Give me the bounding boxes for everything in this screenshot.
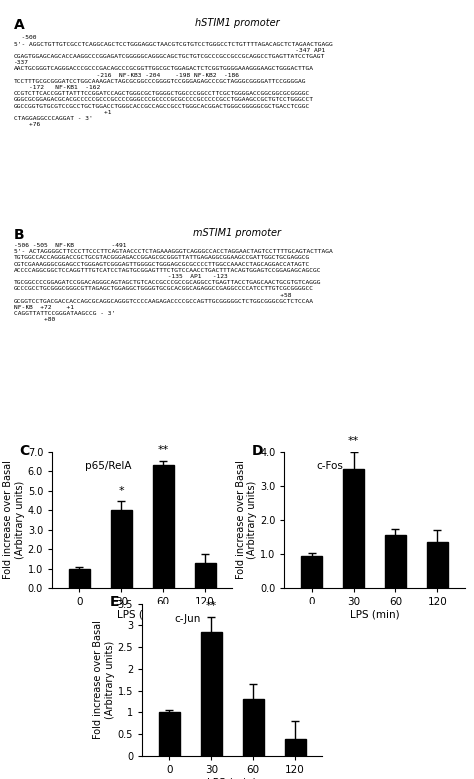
Bar <box>301 555 322 588</box>
Text: -500
5'- AGGCTGTTGTCGCCTCAGGCAGCTCCTGGGAGGCTAACGTCGTGTCCTGGGCCTCTGTTTTAGACAGCTCT: -500 5'- AGGCTGTTGTCGCCTCAGGCAGCTCCTGGGA… <box>14 36 333 127</box>
Bar <box>111 510 132 588</box>
Text: p65/RelA: p65/RelA <box>84 461 131 471</box>
Bar <box>194 562 216 588</box>
Y-axis label: Fold increase over Basal
(Arbitrary units): Fold increase over Basal (Arbitrary unit… <box>236 460 257 580</box>
Y-axis label: Fold increase over Basal
(Arbitrary units): Fold increase over Basal (Arbitrary unit… <box>93 620 115 739</box>
X-axis label: LPS (min): LPS (min) <box>350 610 399 620</box>
Text: B: B <box>14 228 25 242</box>
Bar <box>159 712 180 756</box>
X-axis label: LPS (min): LPS (min) <box>208 777 257 779</box>
Text: c-Jun: c-Jun <box>174 615 201 624</box>
Text: **: ** <box>348 436 359 446</box>
Bar <box>385 535 406 588</box>
Text: A: A <box>14 18 25 32</box>
Text: c-Fos: c-Fos <box>317 461 344 471</box>
Text: C: C <box>20 444 30 457</box>
Bar <box>343 469 364 588</box>
X-axis label: LPS (min): LPS (min) <box>118 610 167 620</box>
Text: -506 -505  NF-κB          -491
5'- ACTAGGGGCTTCCCTTCCCTTCAGTAACCCTCTAGAAAGGGTCAG: -506 -505 NF-κB -491 5'- ACTAGGGGCTTCCCT… <box>14 243 333 323</box>
Text: *: * <box>118 486 124 496</box>
Bar <box>201 632 222 756</box>
Bar <box>284 739 306 756</box>
Bar <box>243 700 264 756</box>
Text: **: ** <box>206 601 217 611</box>
Bar <box>427 542 448 588</box>
Text: D: D <box>252 444 264 457</box>
Text: hSTIM1 promoter: hSTIM1 promoter <box>195 18 279 27</box>
Bar <box>153 466 173 588</box>
Text: E: E <box>110 594 119 608</box>
Bar <box>69 569 90 588</box>
Text: mSTIM1 promoter: mSTIM1 promoter <box>193 228 281 238</box>
Text: **: ** <box>157 445 169 455</box>
Y-axis label: Fold increase over Basal
(Arbitrary units): Fold increase over Basal (Arbitrary unit… <box>3 460 25 580</box>
